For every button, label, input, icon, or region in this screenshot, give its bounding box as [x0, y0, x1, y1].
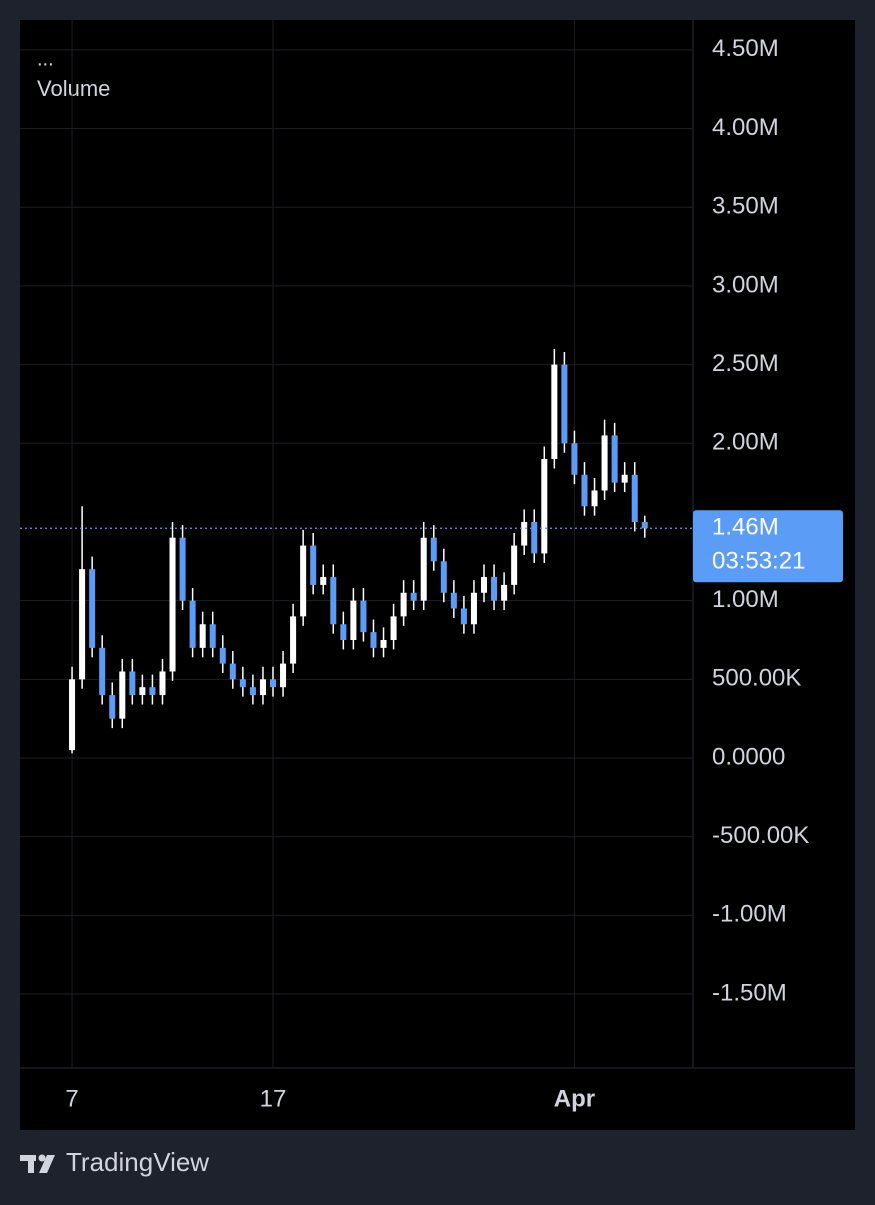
x-tick-label: 7	[65, 1085, 78, 1112]
candle-body	[79, 569, 86, 680]
candle-body	[551, 364, 558, 460]
y-tick-label: 2.50M	[712, 350, 779, 377]
x-tick-label: Apr	[554, 1085, 595, 1112]
candle-body	[189, 600, 196, 648]
candle-body	[340, 624, 347, 640]
candle-body	[330, 577, 337, 625]
y-tick-label: 4.50M	[712, 35, 779, 62]
candle-body	[561, 364, 568, 444]
y-tick-label: 4.00M	[712, 114, 779, 141]
candle-body	[631, 474, 638, 522]
candle-body	[511, 545, 518, 585]
candle-body	[219, 647, 226, 664]
candle-body	[199, 624, 206, 648]
candle-body	[601, 435, 608, 491]
candle-body	[430, 537, 437, 562]
candle-body	[641, 521, 648, 529]
y-tick-label: 0.0000	[712, 743, 785, 770]
candle-body	[470, 592, 477, 625]
candle-body	[89, 569, 96, 648]
candle-body	[280, 663, 287, 688]
candle-body	[109, 695, 116, 719]
candle-body	[149, 687, 156, 696]
candle-body	[239, 679, 246, 688]
candle-body	[390, 616, 397, 640]
candle-body	[571, 443, 578, 475]
candle-body	[69, 679, 76, 751]
y-tick-label: 3.00M	[712, 271, 779, 298]
candle-body	[410, 592, 417, 601]
candle-body	[440, 561, 447, 593]
candle-body	[229, 663, 236, 680]
candle-body	[380, 639, 387, 648]
candle-body	[370, 632, 377, 648]
candle-body	[360, 600, 367, 633]
candle-body	[209, 624, 216, 648]
candle-body	[501, 584, 508, 601]
brand: TradingView	[66, 1147, 209, 1177]
candle-body	[591, 490, 598, 507]
last-price-label: 1.46M	[712, 514, 779, 541]
candle-body	[179, 537, 186, 601]
candle-body	[249, 687, 256, 696]
candle-body	[420, 537, 427, 601]
countdown: 03:53:21	[712, 548, 805, 575]
menu[interactable]: ...	[37, 48, 54, 70]
candle-body	[269, 679, 277, 688]
candle-body	[480, 577, 488, 593]
candle-body	[259, 679, 266, 696]
candle-body	[621, 474, 628, 483]
last-price-badge	[693, 510, 843, 583]
x-tick-label: 17	[260, 1085, 287, 1112]
candle-body	[400, 592, 407, 617]
candle-body	[531, 521, 538, 554]
logo	[20, 1154, 55, 1173]
y-tick-label: -1.00M	[712, 901, 787, 928]
candle-body	[99, 647, 106, 696]
y-tick-label: 500.00K	[712, 665, 801, 692]
candle-body	[119, 671, 126, 719]
y-tick-label: 1.00M	[712, 586, 779, 613]
candle-body	[320, 577, 327, 585]
y-tick-label: -1.50M	[712, 979, 787, 1006]
candle-body	[169, 537, 176, 672]
y-tick-label: 2.00M	[712, 429, 779, 456]
candle-body	[450, 592, 457, 609]
candle-body	[159, 671, 166, 696]
candle-body	[491, 577, 498, 601]
candle-body	[541, 459, 548, 554]
candle-body	[290, 616, 297, 664]
candle-body	[300, 545, 307, 617]
candle-body	[581, 474, 588, 507]
candle-body	[460, 608, 467, 625]
candle-body	[350, 600, 357, 640]
candle-body	[139, 687, 146, 696]
candle-body	[611, 435, 618, 483]
candle-body	[521, 521, 528, 546]
candle-body	[310, 545, 317, 585]
indicator-label: Volume	[37, 76, 110, 101]
y-tick-label: -500.00K	[712, 822, 809, 849]
candle-body	[129, 671, 136, 696]
y-tick-label: 3.50M	[712, 193, 779, 220]
